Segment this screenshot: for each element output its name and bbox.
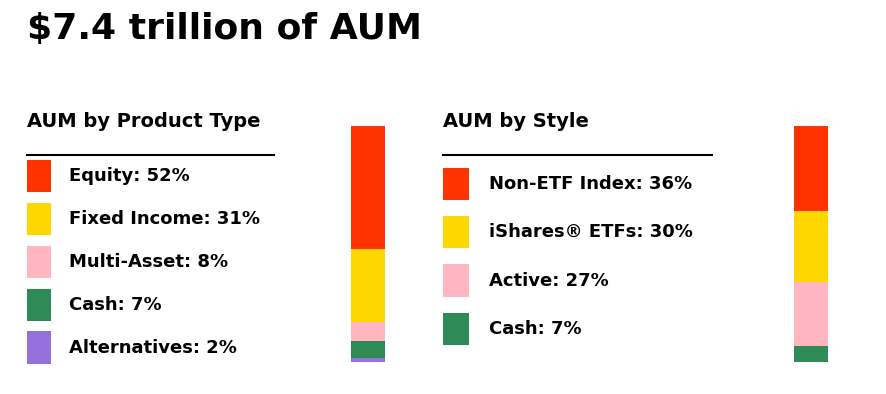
Text: Multi-Asset: 8%: Multi-Asset: 8% [69, 253, 228, 271]
Bar [351, 322, 385, 341]
Text: AUM by Style: AUM by Style [443, 112, 589, 131]
Text: iShares® ETFs: 30%: iShares® ETFs: 30% [489, 223, 693, 241]
Text: Fixed Income: 31%: Fixed Income: 31% [69, 210, 260, 228]
Text: Active: 27%: Active: 27% [489, 271, 609, 290]
Text: AUM by Product Type: AUM by Product Type [27, 112, 260, 131]
Text: Alternatives: 2%: Alternatives: 2% [69, 338, 237, 357]
FancyBboxPatch shape [443, 168, 470, 200]
FancyBboxPatch shape [27, 246, 51, 278]
Text: Non-ETF Index: 36%: Non-ETF Index: 36% [489, 175, 692, 193]
FancyBboxPatch shape [27, 288, 51, 321]
Bar [794, 126, 828, 211]
Bar [794, 211, 828, 282]
Bar [351, 341, 385, 358]
Bar [351, 358, 385, 362]
FancyBboxPatch shape [443, 216, 470, 248]
Bar [351, 126, 385, 249]
Text: $7.4 trillion of AUM: $7.4 trillion of AUM [27, 12, 422, 46]
Text: Cash: 7%: Cash: 7% [69, 296, 161, 314]
FancyBboxPatch shape [443, 313, 470, 345]
FancyBboxPatch shape [27, 160, 51, 192]
Text: Cash: 7%: Cash: 7% [489, 320, 581, 338]
Bar [794, 346, 828, 362]
Bar [794, 282, 828, 346]
Bar [351, 249, 385, 322]
Text: Equity: 52%: Equity: 52% [69, 167, 190, 185]
FancyBboxPatch shape [443, 264, 470, 297]
FancyBboxPatch shape [27, 203, 51, 235]
FancyBboxPatch shape [27, 331, 51, 364]
